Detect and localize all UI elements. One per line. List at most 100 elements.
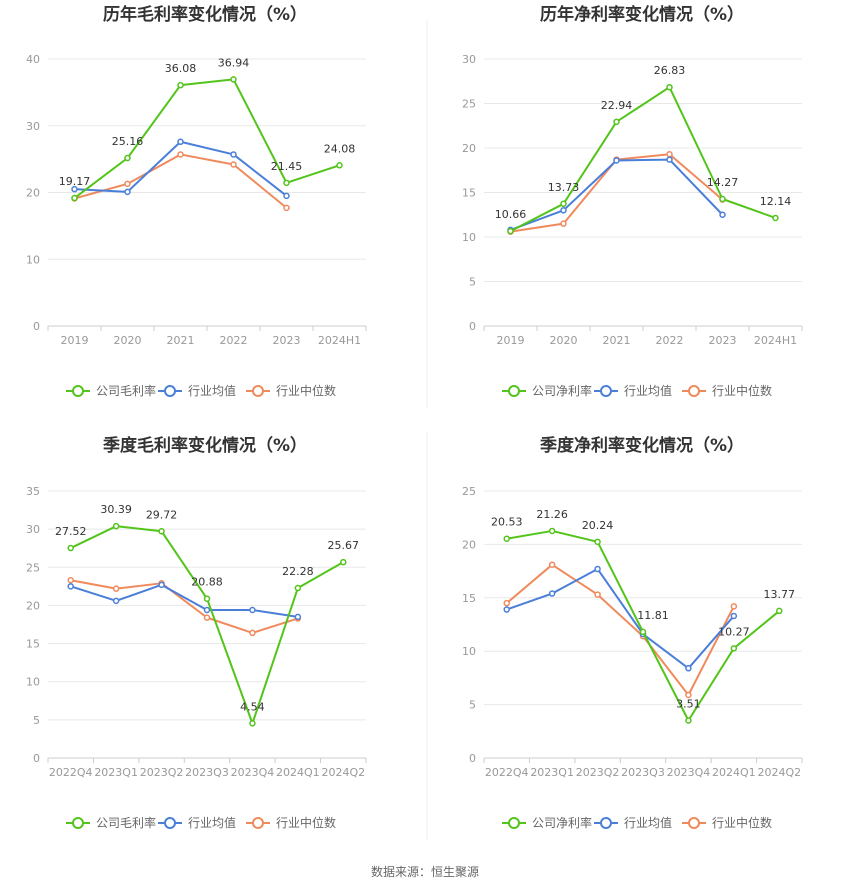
data-label: 36.08 xyxy=(165,62,197,75)
data-point-company xyxy=(294,584,302,592)
series-line-industry_median xyxy=(74,153,288,209)
legend-label: 公司净利率 xyxy=(532,383,592,398)
legend-item-industry_avg: 行业均值 xyxy=(594,383,672,398)
x-tick-label: 2023Q3 xyxy=(621,766,665,779)
data-label: 27.52 xyxy=(55,525,87,538)
legend-label: 公司毛利率 xyxy=(96,815,156,830)
y-tick-label: 15 xyxy=(26,638,40,651)
series-line-industry_avg xyxy=(510,158,724,231)
x-tick-label: 2023Q1 xyxy=(530,766,574,779)
data-point-industry_median xyxy=(249,629,256,637)
series-line-company xyxy=(70,525,344,725)
data-label: 30.39 xyxy=(100,503,132,516)
legend-circle-icon xyxy=(252,385,264,397)
series-line-industry_avg xyxy=(506,567,735,670)
x-tick-label: 2021 xyxy=(603,334,631,347)
data-point-industry_median xyxy=(112,585,120,592)
data-label: 20.24 xyxy=(582,519,614,532)
data-point-industry_median xyxy=(124,180,131,188)
legend-item-company: 公司净利率 xyxy=(502,815,592,830)
data-point-industry_avg xyxy=(158,581,165,589)
data-point-industry_avg xyxy=(124,188,131,196)
y-tick-label: 5 xyxy=(33,714,40,727)
data-label: 13.77 xyxy=(764,588,796,601)
data-point-company xyxy=(71,194,78,202)
data-point-industry_avg xyxy=(230,151,237,158)
data-label: 21.45 xyxy=(271,160,303,173)
data-point-industry_avg xyxy=(548,590,556,597)
data-point-industry_avg xyxy=(666,156,673,163)
data-point-industry_avg xyxy=(730,612,738,620)
y-tick-label: 0 xyxy=(33,752,40,765)
data-point-industry_median xyxy=(230,161,237,168)
data-point-industry_median xyxy=(666,150,673,158)
y-tick-label: 5 xyxy=(469,276,476,289)
legend-label: 公司毛利率 xyxy=(96,383,156,398)
data-point-industry_median xyxy=(67,577,74,584)
x-tick-label: 2020 xyxy=(114,334,142,347)
legend-circle-icon xyxy=(688,817,700,829)
x-tick-label: 2019 xyxy=(497,334,525,347)
legend-item-industry_median: 行业中位数 xyxy=(682,815,772,830)
data-point-industry_avg xyxy=(594,565,601,573)
chart-title: 季度毛利率变化情况（%） xyxy=(103,435,307,456)
data-point-industry_median xyxy=(177,151,184,158)
data-point-company xyxy=(776,607,783,615)
data-label: 4.54 xyxy=(240,700,265,713)
data-point-industry_avg xyxy=(560,207,567,214)
data-point-industry_avg xyxy=(294,613,302,621)
chart-panel: 历年净利率变化情况（%） 0 5 10 15 20 25 30 2019 2020 2021 2022… xyxy=(462,4,803,398)
data-label: 11.81 xyxy=(637,609,669,622)
y-tick-label: 5 xyxy=(469,699,476,712)
y-tick-label: 30 xyxy=(462,53,476,66)
legend-circle-icon xyxy=(72,385,84,397)
data-point-company xyxy=(203,595,211,602)
x-tick-label: 2024H1 xyxy=(318,334,361,347)
legend-item-industry_median: 行业中位数 xyxy=(682,383,772,398)
legend-label: 行业均值 xyxy=(188,383,236,398)
data-point-industry_median xyxy=(685,691,692,699)
data-label: 25.67 xyxy=(328,539,360,552)
y-tick-label: 20 xyxy=(462,142,476,155)
legend-circle-icon xyxy=(164,385,176,397)
legend-label: 行业均值 xyxy=(624,383,672,398)
data-point-industry_median xyxy=(594,591,601,598)
series-line-industry_median xyxy=(506,563,735,696)
data-point-industry_avg xyxy=(283,192,290,200)
data-label: 36.94 xyxy=(218,56,250,69)
data-source-note: 数据来源：恒生聚源 xyxy=(371,864,479,879)
x-tick-label: 2023 xyxy=(273,334,301,347)
y-tick-label: 30 xyxy=(26,523,40,536)
data-point-industry_avg xyxy=(112,597,120,605)
y-tick-label: 25 xyxy=(26,561,40,574)
legend-circle-icon xyxy=(508,817,520,829)
y-tick-label: 10 xyxy=(462,231,476,244)
data-label: 22.94 xyxy=(601,99,633,112)
legend-circle-icon xyxy=(72,817,84,829)
data-point-industry_median xyxy=(560,220,567,227)
x-tick-label: 2023Q2 xyxy=(576,766,620,779)
data-label: 3.51 xyxy=(676,698,701,711)
legend-circle-icon xyxy=(252,817,264,829)
data-point-company xyxy=(548,527,556,535)
chart-panel: 季度净利率变化情况（%） 0 5 10 15 20 25 2022Q4 2023Q1 2023Q2… xyxy=(462,435,803,830)
data-point-company xyxy=(613,118,620,126)
data-point-company xyxy=(158,528,165,535)
legend-item-industry_median: 行业中位数 xyxy=(246,383,336,398)
data-point-company xyxy=(730,645,738,652)
data-label: 24.08 xyxy=(324,142,356,155)
data-label: 12.14 xyxy=(760,195,792,208)
x-tick-label: 2024Q1 xyxy=(712,766,756,779)
x-tick-label: 2019 xyxy=(61,334,89,347)
y-tick-label: 0 xyxy=(33,320,40,333)
x-tick-label: 2024Q1 xyxy=(276,766,320,779)
y-tick-label: 30 xyxy=(26,120,40,133)
x-tick-label: 2022 xyxy=(656,334,684,347)
data-point-industry_avg xyxy=(203,606,211,614)
y-tick-label: 20 xyxy=(26,599,40,612)
series-line-industry_avg xyxy=(74,140,288,197)
series-line-industry_avg xyxy=(70,583,299,618)
legend-item-industry_median: 行业中位数 xyxy=(246,815,336,830)
data-point-industry_median xyxy=(283,204,290,212)
